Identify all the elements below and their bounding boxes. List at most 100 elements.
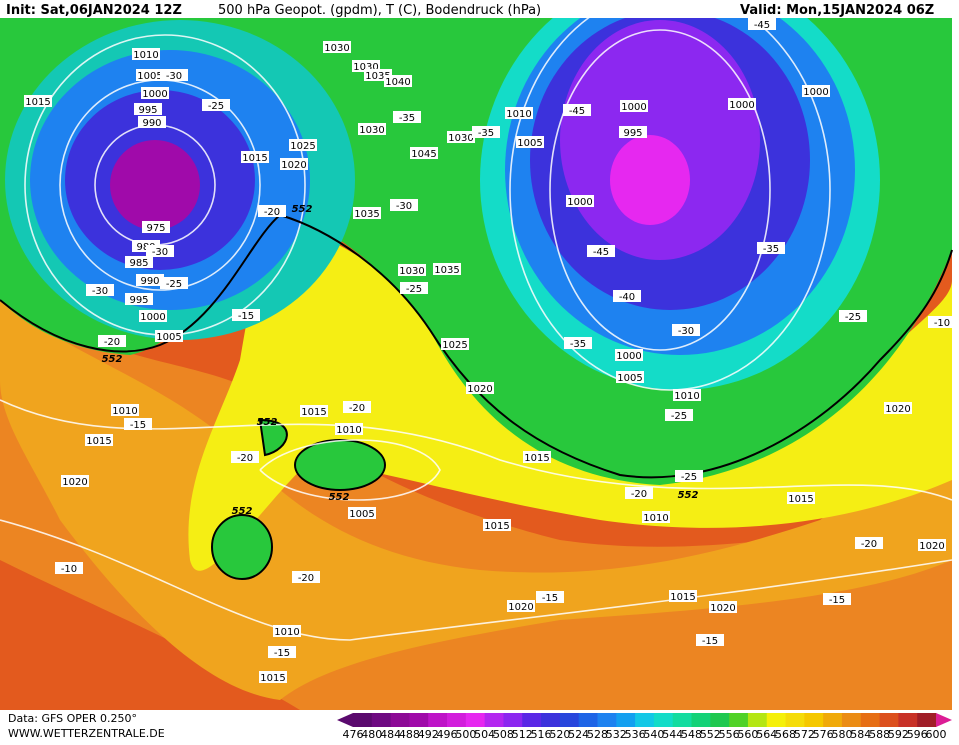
isobar-label-bg <box>615 349 643 361</box>
isobar-label-bg <box>132 48 160 60</box>
isobar-label-bg <box>507 600 535 612</box>
temperature-label: -25 <box>681 472 697 483</box>
temperature-label-bg <box>86 284 114 296</box>
isobar-label-bg <box>335 423 363 435</box>
temperature-label-bg <box>563 104 591 116</box>
temperature-label-bg <box>55 562 83 574</box>
scale-label: 584 <box>850 728 871 741</box>
temperature-label: -15 <box>829 595 845 606</box>
isobar-label: 1020 <box>919 541 944 552</box>
temperature-label: -35 <box>570 339 586 350</box>
isobar-label: 1030 <box>324 43 349 54</box>
isobar-label: 1010 <box>674 391 699 402</box>
isobar-label-bg <box>516 136 544 148</box>
temperature-label: -35 <box>399 113 415 124</box>
temperature-label-bg <box>393 111 421 123</box>
isobar-label-bg <box>125 256 153 268</box>
scale-label: 556 <box>719 728 740 741</box>
scale-arrow-right <box>936 713 952 727</box>
isobar-label: 1035 <box>365 71 390 82</box>
isobar-label: 985 <box>129 258 148 269</box>
isobar-label-bg <box>300 405 328 417</box>
temperature-label-bg <box>146 245 174 257</box>
scale-swatch <box>428 713 448 727</box>
isobar-label-bg <box>155 330 183 342</box>
scale-label: 488 <box>399 728 420 741</box>
isobar-label-bg <box>323 41 351 53</box>
isobar-label: 1040 <box>385 77 410 88</box>
scale-swatch <box>917 713 937 727</box>
isobar-label: 1015 <box>86 436 111 447</box>
scale-swatch <box>616 713 636 727</box>
isobar-label: 1005 <box>517 138 542 149</box>
scale-label: 560 <box>737 728 758 741</box>
isobar-label-bg <box>787 492 815 504</box>
map-labels: 1010100510009959909759809859909951000100… <box>24 18 956 684</box>
height-label: 552 <box>292 204 313 215</box>
isobar-label-bg <box>142 221 170 233</box>
isobar-label: 1020 <box>62 477 87 488</box>
isobar-label: 1000 <box>567 197 592 208</box>
temperature-label-bg <box>672 324 700 336</box>
init-time: Init: Sat,06JAN2024 12Z <box>6 3 182 18</box>
temperature-label: -30 <box>92 286 108 297</box>
scale-label: 496 <box>437 728 458 741</box>
scale-swatch <box>841 713 862 727</box>
temperature-label-bg <box>665 409 693 421</box>
scale-label: 544 <box>662 728 683 741</box>
isobar-label-bg <box>61 475 89 487</box>
isobar-label-bg <box>918 539 946 551</box>
isobar-label: 1030 <box>399 266 424 277</box>
scale-label: 552 <box>700 728 721 741</box>
temperature-label: -15 <box>702 636 718 647</box>
isobar-label: 1010 <box>643 513 668 524</box>
isobar-label: 1035 <box>354 209 379 220</box>
temperature-label: -15 <box>130 420 146 431</box>
temperature-label-bg <box>748 18 776 30</box>
isobar-label-bg <box>111 404 139 416</box>
website: WWW.WETTERZENTRALE.DE <box>8 727 165 740</box>
scale-label: 484 <box>380 728 401 741</box>
isobar-label-bg <box>466 382 494 394</box>
isobar-label-bg <box>620 100 648 112</box>
isobar-label: 1010 <box>133 50 158 61</box>
isobar-label: 1000 <box>142 89 167 100</box>
isobar-label-bg <box>566 195 594 207</box>
temperature-label: -15 <box>238 311 254 322</box>
isobar-label: 1010 <box>336 425 361 436</box>
scale-swatch <box>371 713 392 727</box>
isobar-label-bg <box>523 451 551 463</box>
temperature-label-bg <box>613 290 641 302</box>
isobar-label-bg <box>259 671 287 683</box>
scale-label: 568 <box>775 728 796 741</box>
isobar-label-bg <box>139 310 167 322</box>
isobar-label: 1045 <box>411 149 436 160</box>
isobar-label-bg <box>384 75 412 87</box>
scale-swatch <box>484 713 504 727</box>
temperature-label: -25 <box>845 312 861 323</box>
scale-arrow-left <box>337 713 353 727</box>
temperature-label-bg <box>587 245 615 257</box>
temperature-label: -30 <box>396 201 412 212</box>
scale-swatch <box>804 713 824 727</box>
scale-swatch <box>747 713 768 727</box>
height-label: 552 <box>102 354 123 365</box>
color-scale: 4764804844884924965005045085125165205245… <box>337 713 952 741</box>
temperature-label: -15 <box>274 648 290 659</box>
height-label: 552 <box>257 417 278 428</box>
scale-swatch <box>465 713 486 727</box>
temperature-label: -20 <box>104 337 120 348</box>
scale-label: 520 <box>549 728 570 741</box>
temperature-label-bg <box>343 401 371 413</box>
temperature-label: -25 <box>406 284 422 295</box>
scale-swatch <box>766 713 787 727</box>
isobar-label: 1000 <box>140 312 165 323</box>
isobar-label: 1000 <box>621 102 646 113</box>
temperature-label-bg <box>855 537 883 549</box>
isobar-label-bg <box>441 338 469 350</box>
isobar-label-bg <box>728 98 756 110</box>
isobar-label-bg <box>138 116 166 128</box>
scale-label: 540 <box>643 728 664 741</box>
isobar-label-bg <box>358 123 386 135</box>
